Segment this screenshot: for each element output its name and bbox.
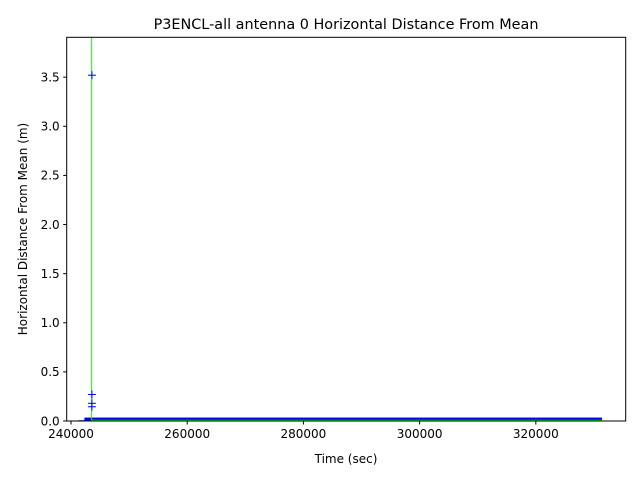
y-tick-label: 3.5 — [41, 70, 60, 84]
x-tick-label: 240000 — [48, 427, 94, 441]
x-tick-label: 320000 — [513, 427, 559, 441]
plot-area — [78, 37, 603, 422]
y-axis-label: Horizontal Distance From Mean (m) — [16, 123, 30, 335]
chart-title: P3ENCL-all antenna 0 Horizontal Distance… — [154, 17, 539, 33]
y-tick-label: 0.0 — [41, 414, 60, 428]
x-tick-label: 300000 — [397, 427, 443, 441]
y-tick-label: 2.5 — [41, 169, 60, 183]
data-band — [84, 417, 603, 421]
data-point — [87, 402, 96, 411]
x-axis: 240000 260000 280000 300000 320000 — [48, 421, 559, 441]
y-tick-label: 3.0 — [41, 120, 60, 134]
data-point — [87, 71, 96, 80]
x-axis-label: Time (sec) — [314, 452, 378, 466]
data-point — [87, 390, 96, 399]
y-tick-label: 1.5 — [41, 267, 60, 281]
y-tick-label: 2.0 — [41, 218, 60, 232]
y-tick-label: 0.5 — [41, 365, 60, 379]
x-tick-label: 280000 — [281, 427, 327, 441]
y-tick-label: 1.0 — [41, 316, 60, 330]
y-axis: 0.0 0.5 1.0 1.5 2.0 2.5 3.0 3.5 — [41, 70, 67, 428]
x-tick-label: 260000 — [164, 427, 210, 441]
axes-frame — [66, 36, 627, 422]
